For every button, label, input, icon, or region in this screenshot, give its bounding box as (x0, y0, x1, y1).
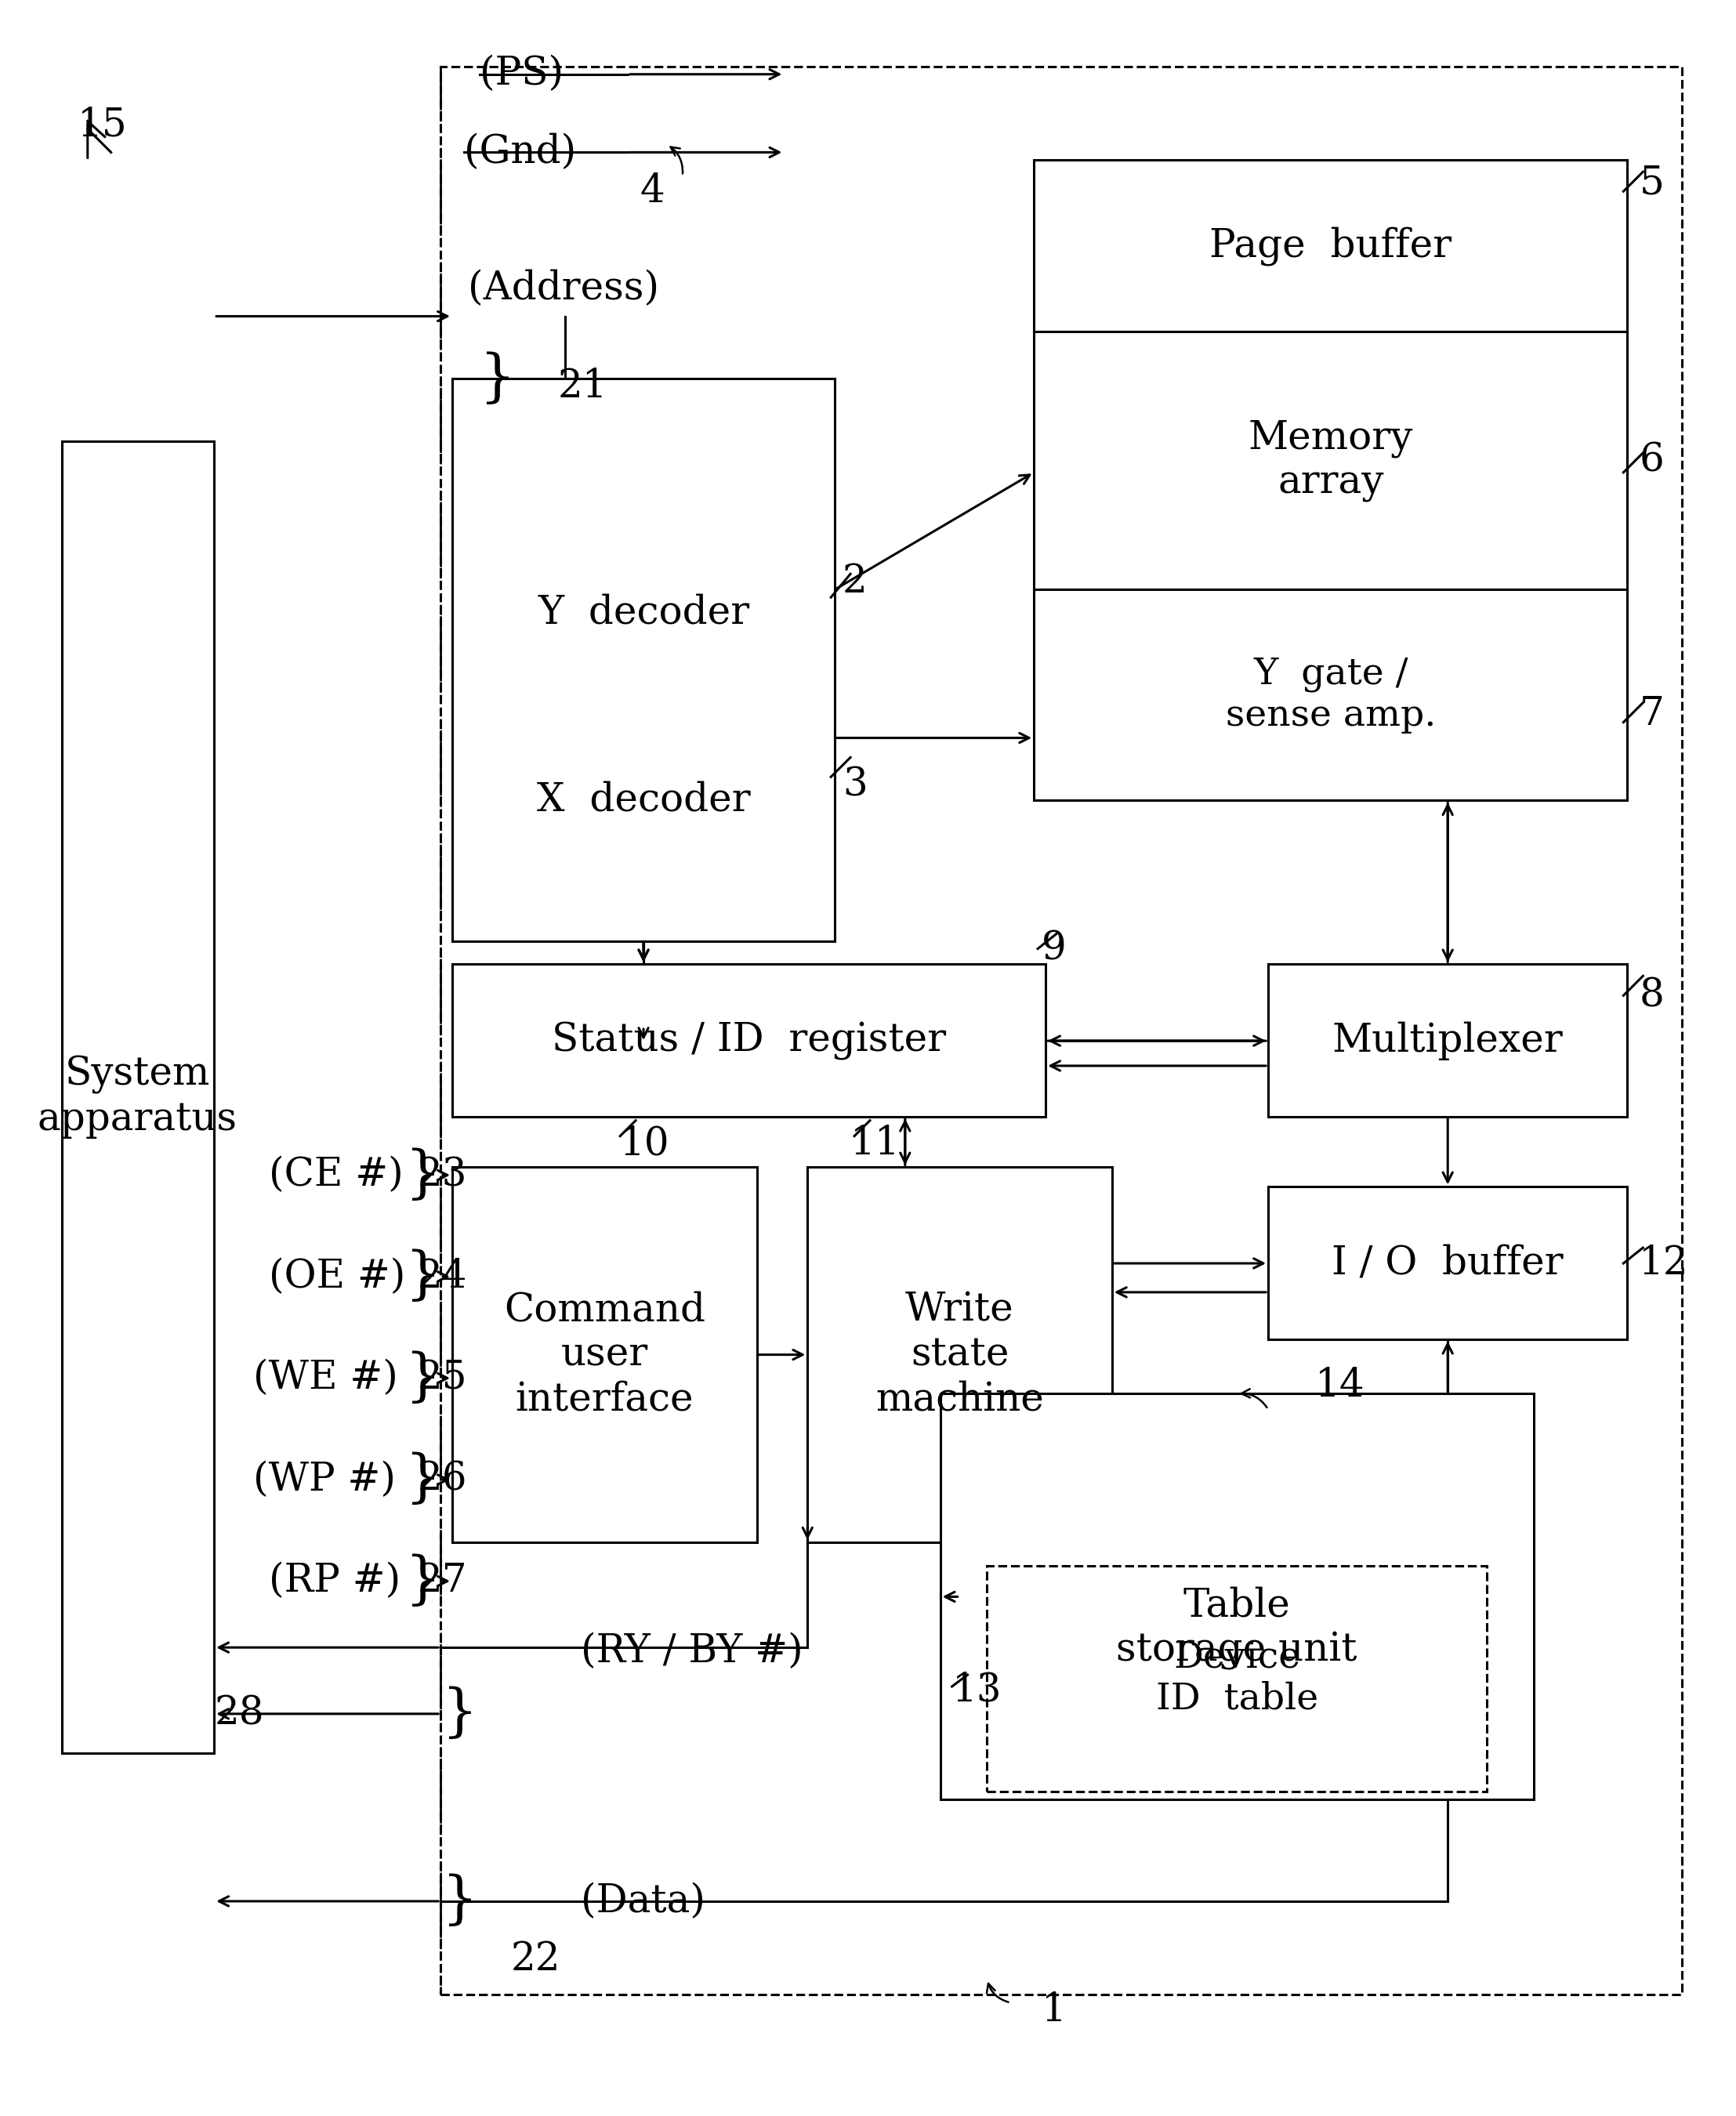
Bar (1269, 1187, 1627, 1339)
Text: System
apparatus: System apparatus (38, 1056, 238, 1138)
Text: (OE #): (OE #) (269, 1257, 406, 1295)
Text: Y  decoder: Y decoder (538, 595, 750, 633)
Text: }: } (443, 1686, 477, 1741)
Bar (62, 442, 214, 1752)
Text: (Data): (Data) (582, 1881, 705, 1921)
Text: 5: 5 (1639, 165, 1665, 203)
Bar (441, 66, 1682, 1995)
Text: }: } (443, 1873, 477, 1930)
Text: X  decoder: X decoder (536, 781, 750, 819)
Text: (Address): (Address) (467, 269, 660, 309)
Text: }: } (404, 1350, 441, 1405)
Text: (WP #): (WP #) (253, 1460, 396, 1498)
Text: Page  buffer: Page buffer (1210, 226, 1451, 267)
Text: 4: 4 (639, 171, 665, 212)
Text: 13: 13 (951, 1672, 1002, 1710)
Text: }: } (479, 351, 516, 406)
Text: Multiplexer: Multiplexer (1332, 1022, 1562, 1060)
Bar (807, 1168, 1113, 1543)
Text: Y  gate /
sense amp.: Y gate / sense amp. (1226, 656, 1436, 732)
Text: (CE #): (CE #) (269, 1155, 403, 1196)
Bar (451, 965, 1045, 1117)
Text: 2: 2 (842, 563, 868, 601)
Text: Write
state
machine: Write state machine (875, 1291, 1043, 1420)
Text: 21: 21 (557, 368, 608, 406)
Text: 8: 8 (1639, 975, 1665, 1016)
Text: Status / ID  register: Status / ID register (552, 1022, 946, 1060)
Bar (988, 1566, 1486, 1792)
Text: 15: 15 (78, 106, 127, 144)
Bar (1035, 161, 1627, 332)
Text: I / O  buffer: I / O buffer (1332, 1244, 1564, 1282)
Bar (1269, 965, 1627, 1117)
Bar (1035, 590, 1627, 800)
Text: 3: 3 (842, 766, 868, 804)
Text: 23: 23 (417, 1155, 467, 1196)
Text: (RY / BY #): (RY / BY #) (582, 1631, 804, 1672)
Text: Table
storage unit: Table storage unit (1116, 1587, 1358, 1670)
Text: 6: 6 (1639, 442, 1663, 480)
Text: }: } (404, 1147, 441, 1202)
Text: 26: 26 (417, 1460, 467, 1498)
Bar (451, 379, 835, 942)
Text: 25: 25 (417, 1358, 467, 1397)
Bar (941, 1394, 1533, 1801)
Text: Device
ID  table: Device ID table (1156, 1640, 1318, 1716)
Bar (451, 1168, 757, 1543)
Text: (PS): (PS) (479, 55, 564, 93)
Text: 14: 14 (1314, 1367, 1364, 1405)
Text: (WE #): (WE #) (253, 1358, 398, 1397)
Text: 9: 9 (1042, 929, 1066, 969)
Text: Command
user
interface: Command user interface (503, 1291, 705, 1420)
Text: (Gnd): (Gnd) (464, 133, 576, 171)
Text: 22: 22 (510, 1940, 561, 1978)
Text: }: } (404, 1452, 441, 1507)
Text: 1: 1 (1042, 1991, 1066, 2029)
Text: (RP #): (RP #) (269, 1562, 401, 1600)
Bar (1035, 332, 1627, 590)
Text: 10: 10 (620, 1124, 670, 1164)
Text: 27: 27 (417, 1562, 467, 1600)
Text: 11: 11 (851, 1124, 901, 1164)
Text: 7: 7 (1639, 694, 1665, 734)
Text: 24: 24 (417, 1257, 467, 1295)
Text: 28: 28 (214, 1695, 264, 1733)
Text: }: } (404, 1248, 441, 1303)
Text: }: } (404, 1553, 441, 1608)
Text: Memory
array: Memory array (1248, 419, 1413, 504)
Text: 12: 12 (1639, 1244, 1689, 1282)
